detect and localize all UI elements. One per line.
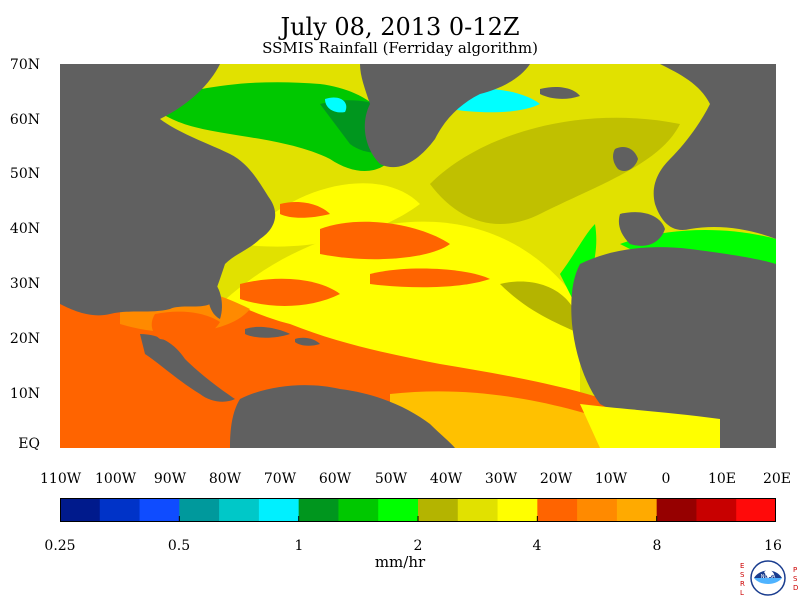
colorbar-swatch (497, 498, 538, 522)
iceland-land (540, 86, 580, 99)
south-america-land (230, 385, 455, 448)
ocean-moderate-zone (240, 183, 420, 247)
florida-land (208, 279, 222, 319)
british-isles-land (613, 147, 638, 171)
x-label-0: 0 (661, 471, 671, 487)
y-label-60n: 60N (9, 112, 40, 128)
caribbean-islands (295, 337, 320, 346)
map-subtitle: SSMIS Rainfall (Ferriday algorithm) (262, 39, 538, 57)
ocean-light-swirl (500, 281, 580, 334)
colorbar-swatch (378, 498, 419, 522)
logo-center-text: NOAA (761, 574, 776, 580)
colorbar-label-4: 4 (532, 538, 542, 554)
x-label-20e: 20E (762, 471, 792, 487)
colorbar (60, 498, 776, 522)
y-label-70n: 70N (9, 57, 40, 73)
rainfall-map (60, 64, 776, 448)
colorbar-swatch (338, 498, 379, 522)
colorbar-swatch (457, 498, 499, 522)
colorbar-label-8: 8 (652, 538, 662, 554)
x-label-100w: 100W (95, 471, 137, 487)
ocean-light-swirl (430, 117, 680, 224)
europe-land (653, 64, 776, 239)
colorbar-swatch (656, 498, 697, 522)
y-label-50n: 50N (9, 166, 40, 182)
x-label-20w: 20W (539, 471, 573, 487)
svg-text:L: L (740, 589, 744, 597)
caribbean-islands (245, 326, 290, 338)
colorbar-swatch (298, 498, 339, 522)
map-title: July 08, 2013 0-12Z (280, 13, 520, 41)
cyan-patch (325, 97, 347, 113)
x-label-110w: 110W (40, 471, 82, 487)
logo-right-letters: P (793, 566, 797, 574)
equatorial-rain (390, 391, 620, 448)
atlantic-heavy-band (240, 278, 340, 306)
colorbar-label-1: 1 (294, 538, 304, 554)
y-label-20n: 20N (9, 331, 40, 347)
y-label-30n: 30N (9, 276, 40, 292)
x-label-10w: 10W (594, 471, 628, 487)
noaa-esrl-psd-logo: E S R L NOAA P S D (740, 560, 798, 597)
north-america-land (60, 64, 276, 316)
colorbar-swatch (537, 498, 578, 522)
x-label-70w: 70W (263, 471, 297, 487)
colorbar-swatch (258, 498, 300, 522)
iberia-land (618, 212, 665, 246)
colorbar-swatch (219, 498, 260, 522)
africa-land (571, 247, 776, 448)
x-label-10e: 10E (707, 471, 737, 487)
y-label-10n: 10N (9, 386, 40, 402)
colorbar-units: mm/hr (374, 553, 426, 571)
x-label-60w: 60W (318, 471, 352, 487)
atlantic-heavy-band (320, 221, 450, 260)
y-label-eq: EQ (18, 436, 40, 452)
logo-left-letters: E (740, 562, 744, 570)
x-label-90w: 90W (153, 471, 187, 487)
colorbar-label-0-25: 0.25 (44, 538, 76, 554)
central-america-land (140, 334, 235, 402)
colorbar-swatch (179, 498, 220, 522)
greenland-land (360, 64, 530, 168)
colorbar-swatch (99, 498, 141, 522)
atlantic-heavy-band (370, 268, 490, 288)
svg-text:R: R (740, 580, 745, 588)
colorbar-swatch (736, 498, 776, 522)
svg-text:S: S (793, 575, 798, 583)
colorbar-swatch (616, 498, 658, 522)
x-label-50w: 50W (374, 471, 408, 487)
colorbar-swatch (696, 498, 737, 522)
svg-text:D: D (793, 584, 798, 592)
y-label-40n: 40N (9, 221, 40, 237)
colorbar-label-0-5: 0.5 (167, 538, 191, 554)
colorbar-label-16: 16 (764, 538, 782, 554)
x-label-80w: 80W (208, 471, 242, 487)
gulf-of-guinea-rain (580, 404, 720, 448)
west-africa-light-rain (560, 224, 597, 304)
atlantic-heavy-band (280, 202, 330, 218)
colorbar-label-2: 2 (413, 538, 423, 554)
colorbar-swatch (418, 498, 459, 522)
colorbar-swatch (577, 498, 618, 522)
gulf-of-mexico (151, 311, 220, 341)
colorbar-swatch (139, 498, 180, 522)
x-label-40w: 40W (429, 471, 463, 487)
colorbar-swatch (60, 498, 101, 522)
svg-text:S: S (740, 571, 745, 579)
x-label-30w: 30W (484, 471, 518, 487)
